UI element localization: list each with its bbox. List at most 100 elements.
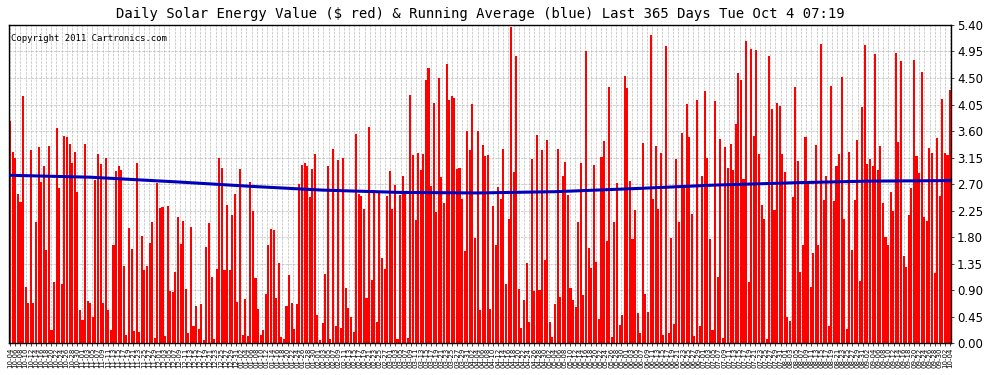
Bar	[420, 170, 422, 344]
Bar	[595, 262, 597, 344]
Bar	[582, 295, 584, 344]
Bar	[63, 136, 65, 344]
Bar	[699, 326, 701, 344]
Bar	[259, 335, 261, 344]
Bar	[771, 109, 773, 344]
Bar	[110, 330, 112, 344]
Bar	[25, 287, 27, 344]
Bar	[381, 258, 383, 344]
Bar	[518, 289, 520, 344]
Bar	[33, 303, 35, 344]
Bar	[298, 184, 300, 344]
Bar	[14, 159, 17, 344]
Bar	[877, 170, 879, 344]
Bar	[275, 298, 277, 344]
Bar	[619, 326, 621, 344]
Bar	[113, 245, 115, 344]
Bar	[469, 150, 471, 344]
Bar	[921, 72, 923, 344]
Bar	[9, 121, 11, 344]
Bar	[765, 339, 768, 344]
Bar	[288, 275, 290, 344]
Bar	[879, 146, 881, 344]
Bar	[706, 158, 709, 344]
Bar	[768, 56, 770, 344]
Bar	[311, 170, 313, 344]
Bar	[368, 127, 370, 344]
Bar	[166, 206, 168, 344]
Bar	[20, 201, 22, 344]
Bar	[680, 133, 682, 344]
Bar	[722, 338, 724, 344]
Bar	[92, 316, 94, 344]
Bar	[357, 194, 359, 344]
Bar	[306, 166, 308, 344]
Bar	[48, 146, 50, 344]
Bar	[309, 197, 311, 344]
Bar	[794, 87, 796, 344]
Bar	[118, 166, 120, 344]
Bar	[544, 261, 545, 344]
Bar	[926, 221, 928, 344]
Bar	[838, 154, 841, 344]
Bar	[931, 153, 933, 344]
Bar	[598, 319, 600, 344]
Bar	[502, 148, 505, 344]
Bar	[534, 291, 536, 344]
Bar	[497, 187, 499, 344]
Bar	[752, 136, 754, 344]
Bar	[81, 320, 83, 344]
Bar	[314, 154, 316, 344]
Bar	[786, 317, 788, 344]
Bar	[580, 163, 582, 344]
Bar	[505, 284, 507, 344]
Bar	[237, 302, 239, 344]
Bar	[123, 266, 125, 344]
Bar	[905, 267, 907, 344]
Bar	[495, 245, 497, 344]
Bar	[267, 245, 269, 344]
Bar	[404, 192, 406, 344]
Bar	[412, 155, 414, 344]
Bar	[242, 334, 244, 344]
Bar	[644, 294, 646, 344]
Bar	[714, 100, 716, 344]
Bar	[264, 294, 267, 344]
Bar	[192, 326, 195, 344]
Bar	[319, 340, 321, 344]
Bar	[554, 304, 556, 344]
Bar	[410, 95, 412, 344]
Bar	[332, 149, 334, 344]
Bar	[564, 162, 566, 344]
Bar	[139, 333, 141, 344]
Bar	[941, 99, 943, 344]
Bar	[807, 182, 809, 344]
Bar	[100, 164, 102, 344]
Bar	[657, 209, 659, 344]
Text: Copyright 2011 Cartronics.com: Copyright 2011 Cartronics.com	[11, 34, 166, 44]
Bar	[939, 196, 940, 344]
Bar	[363, 209, 365, 344]
Bar	[851, 250, 853, 344]
Bar	[136, 163, 138, 344]
Bar	[330, 339, 332, 344]
Bar	[46, 250, 48, 344]
Bar	[627, 88, 629, 344]
Bar	[156, 183, 158, 344]
Bar	[455, 169, 458, 344]
Bar	[487, 155, 489, 344]
Bar	[198, 329, 200, 344]
Bar	[858, 281, 860, 344]
Bar	[733, 170, 735, 344]
Bar	[55, 128, 57, 344]
Bar	[324, 274, 327, 344]
Bar	[396, 339, 399, 344]
Bar	[484, 156, 486, 344]
Bar	[179, 244, 181, 344]
Bar	[205, 247, 208, 344]
Bar	[254, 278, 256, 344]
Bar	[200, 303, 202, 344]
Bar	[169, 291, 171, 344]
Bar	[345, 288, 346, 344]
Bar	[510, 27, 512, 344]
